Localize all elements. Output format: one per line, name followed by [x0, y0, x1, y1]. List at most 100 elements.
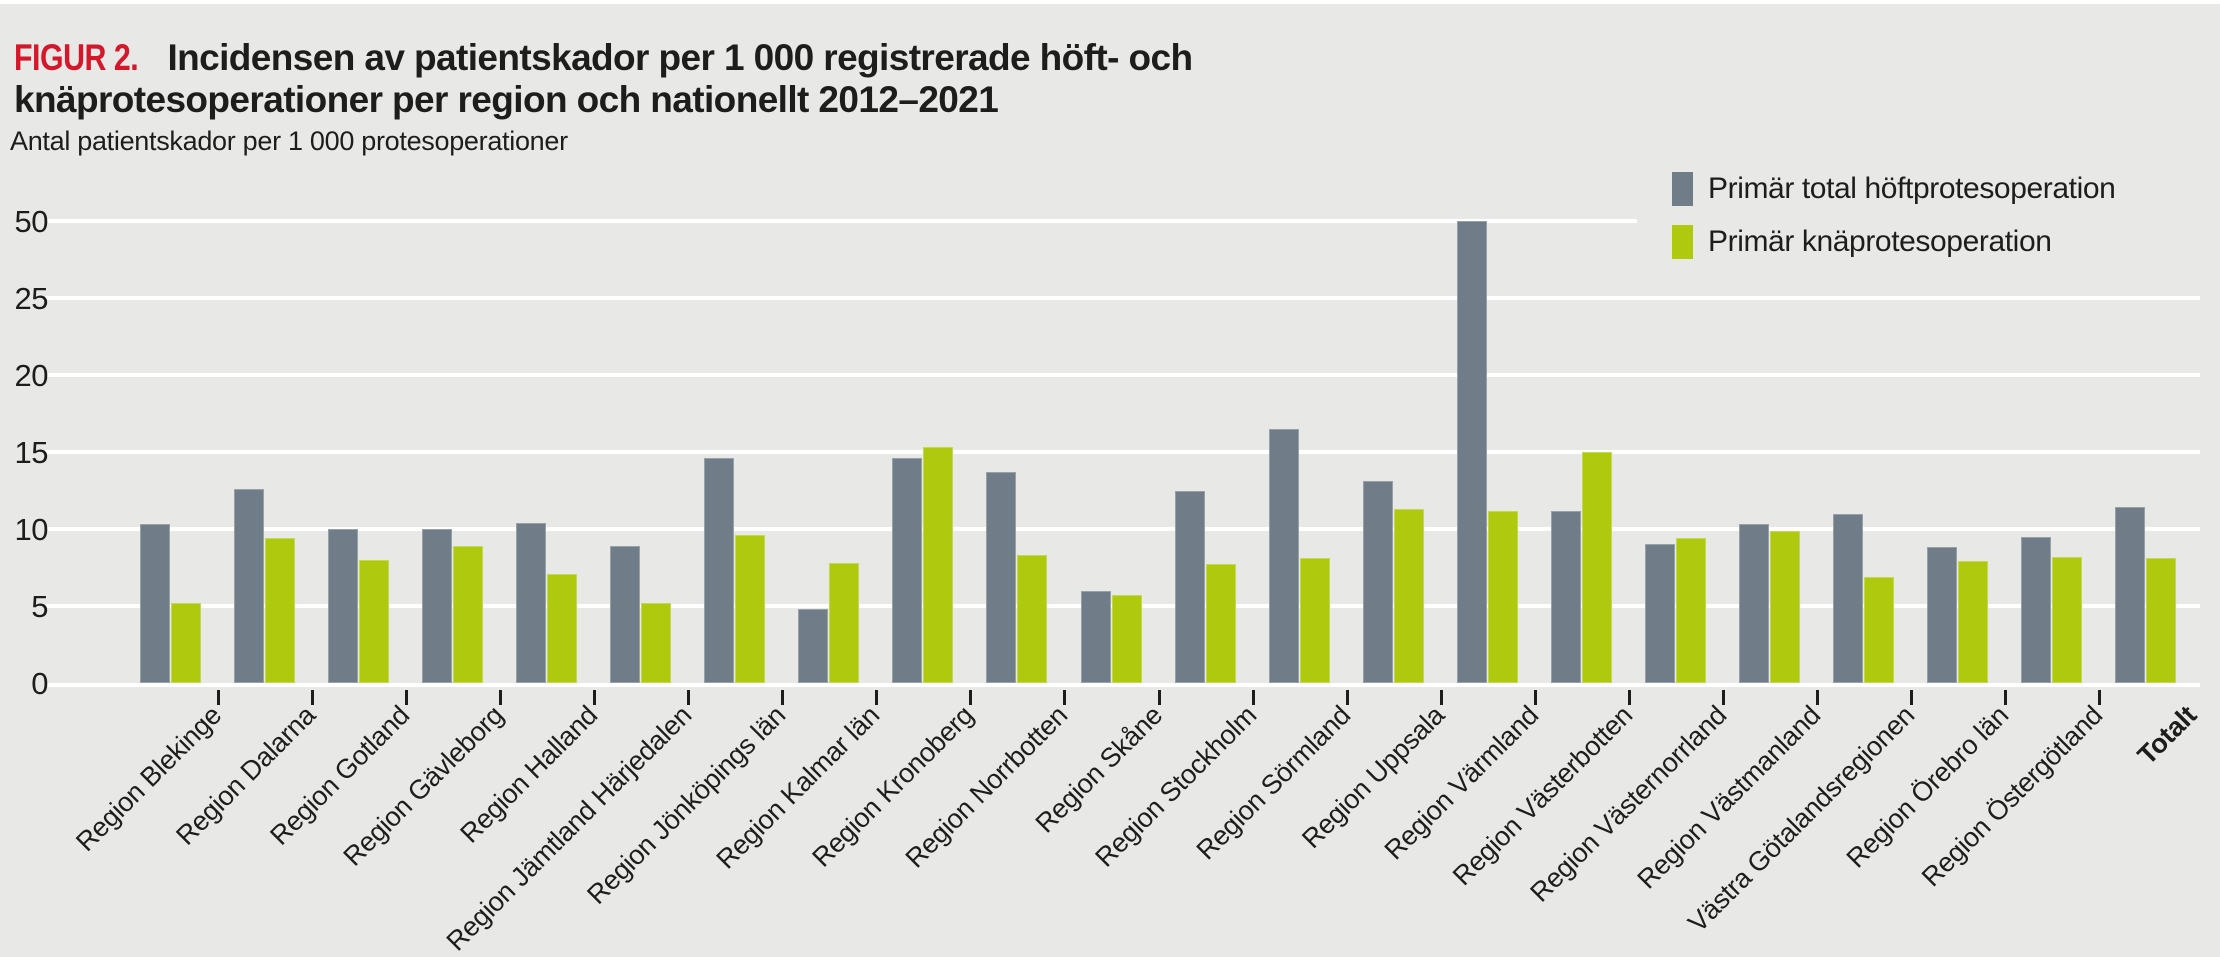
bar-knaprotesoperation	[1863, 576, 1894, 683]
x-category-label: Region Västmanland	[1631, 700, 1827, 895]
x-axis-tick	[1251, 690, 1255, 705]
legend: Primär total höftprotesoperation Primär …	[1672, 172, 2116, 278]
figure-title: FIGUR 2. Incidensen av patientskador per …	[14, 36, 1193, 121]
bar-knaprotesoperation	[1017, 555, 1048, 683]
bar-hoftprotesoperation	[1080, 590, 1111, 683]
x-category-label: Region Östergötland	[1915, 700, 2109, 893]
bar-knaprotesoperation	[829, 562, 860, 683]
bar-hoftprotesoperation	[1362, 481, 1393, 683]
x-axis-tick	[499, 690, 503, 705]
bar-knaprotesoperation	[1957, 561, 1988, 683]
x-category-label: Region Stockholm	[1089, 700, 1262, 873]
gridline-20	[45, 373, 2200, 377]
y-tick-label-15: 15	[14, 435, 49, 470]
gridline-10	[45, 527, 2200, 531]
bar-knaprotesoperation	[453, 545, 484, 683]
y-tick-label-50: 50	[14, 204, 49, 239]
x-axis-tick	[1345, 690, 1349, 705]
x-category-label: Region Kalmar län	[710, 700, 886, 875]
bar-knaprotesoperation	[1581, 452, 1612, 683]
bar-hoftprotesoperation	[892, 458, 923, 683]
bar-hoftprotesoperation	[1456, 221, 1487, 683]
bar-knaprotesoperation	[1393, 508, 1424, 683]
bar-knaprotesoperation	[2052, 556, 2082, 683]
x-axis-tick	[1909, 690, 1913, 705]
gridline-15	[45, 450, 2200, 454]
bar-knaprotesoperation	[171, 602, 201, 683]
x-category-label: Region Västerbotten	[1446, 700, 1638, 892]
legend-label-hoft: Primär total höftprotesoperation	[1708, 172, 2116, 205]
bar-hoftprotesoperation	[986, 472, 1017, 683]
figure-number-label: FIGUR 2.	[14, 36, 139, 78]
bar-knaprotesoperation	[359, 559, 390, 683]
top-white-strip	[0, 0, 2220, 4]
legend-item-knaprotesoperation: Primär knäprotesoperation	[1672, 225, 2115, 259]
bar-hoftprotesoperation	[328, 529, 359, 683]
y-tick-label-5: 5	[31, 589, 48, 624]
x-axis-tick	[781, 690, 785, 705]
x-axis-tick	[1157, 690, 1161, 705]
gridline-50	[45, 219, 1637, 223]
y-tick-label-10: 10	[14, 512, 49, 547]
bar-hoftprotesoperation	[1550, 510, 1581, 683]
gridline-0	[45, 683, 2200, 687]
bar-hoftprotesoperation	[2021, 536, 2051, 683]
bar-hoftprotesoperation	[798, 609, 829, 683]
bar-hoftprotesoperation	[1832, 513, 1863, 683]
bar-hoftprotesoperation	[1174, 490, 1205, 683]
bar-knaprotesoperation	[1205, 564, 1236, 683]
bar-knaprotesoperation	[735, 535, 766, 683]
y-tick-label-20: 20	[14, 358, 49, 393]
x-axis-tick	[2098, 690, 2101, 705]
x-axis-tick	[1533, 690, 1537, 705]
gridline-25	[45, 296, 2200, 300]
bar-knaprotesoperation	[265, 538, 296, 683]
bar-knaprotesoperation	[1675, 538, 1706, 683]
bar-hoftprotesoperation	[1268, 428, 1299, 683]
bar-knaprotesoperation	[1487, 510, 1518, 683]
bar-hoftprotesoperation	[140, 524, 170, 683]
x-category-label: Region Gävleborg	[337, 700, 510, 872]
x-axis-tick	[593, 690, 597, 705]
x-axis-tick	[1721, 690, 1725, 705]
y-tick-label-25: 25	[14, 281, 49, 316]
y-axis-title: Antal patientskador per 1 000 protesoper…	[10, 126, 568, 156]
x-axis-tick	[1627, 690, 1631, 705]
legend-item-hoftprotesoperation: Primär total höftprotesoperation	[1672, 172, 2116, 206]
bar-hoftprotesoperation	[704, 458, 735, 683]
bar-hoftprotesoperation	[422, 529, 453, 683]
x-axis-tick	[1815, 690, 1819, 705]
x-category-label: Region Norrbotten	[900, 700, 1074, 874]
x-axis-tick	[2003, 690, 2007, 705]
bar-hoftprotesoperation	[2115, 507, 2146, 683]
bar-knaprotesoperation	[1111, 595, 1142, 683]
x-axis-tick	[969, 690, 973, 705]
bar-hoftprotesoperation	[516, 522, 547, 683]
title-line-2: knäprotesoperationer per region och nati…	[14, 78, 999, 120]
bar-hoftprotesoperation	[1926, 547, 1957, 683]
x-axis-tick	[217, 690, 220, 705]
x-axis-tick	[687, 690, 691, 705]
legend-label-kna: Primär knäprotesoperation	[1708, 225, 2052, 258]
x-category-label: Region Örebro län	[1840, 700, 2015, 874]
bar-hoftprotesoperation	[1738, 524, 1769, 683]
y-tick-label-0: 0	[31, 666, 48, 701]
bar-hoftprotesoperation	[610, 545, 641, 683]
x-category-label: Totalt	[2131, 700, 2203, 771]
x-axis-tick	[1439, 690, 1443, 705]
bar-knaprotesoperation	[547, 573, 578, 683]
bar-hoftprotesoperation	[234, 488, 265, 683]
x-category-label: Region Kronoberg	[806, 700, 980, 873]
x-axis-tick	[875, 690, 879, 705]
x-axis-tick	[311, 690, 315, 705]
x-axis-tick	[405, 690, 409, 705]
bar-hoftprotesoperation	[1644, 544, 1675, 683]
bar-knaprotesoperation	[2146, 558, 2177, 683]
title-line-1: Incidensen av patientskador per 1 000 re…	[167, 36, 1193, 78]
bar-knaprotesoperation	[923, 447, 954, 683]
legend-swatch-kna	[1672, 225, 1693, 259]
x-axis-tick	[1063, 690, 1067, 705]
bar-knaprotesoperation	[1769, 530, 1800, 683]
bar-knaprotesoperation	[641, 602, 672, 683]
